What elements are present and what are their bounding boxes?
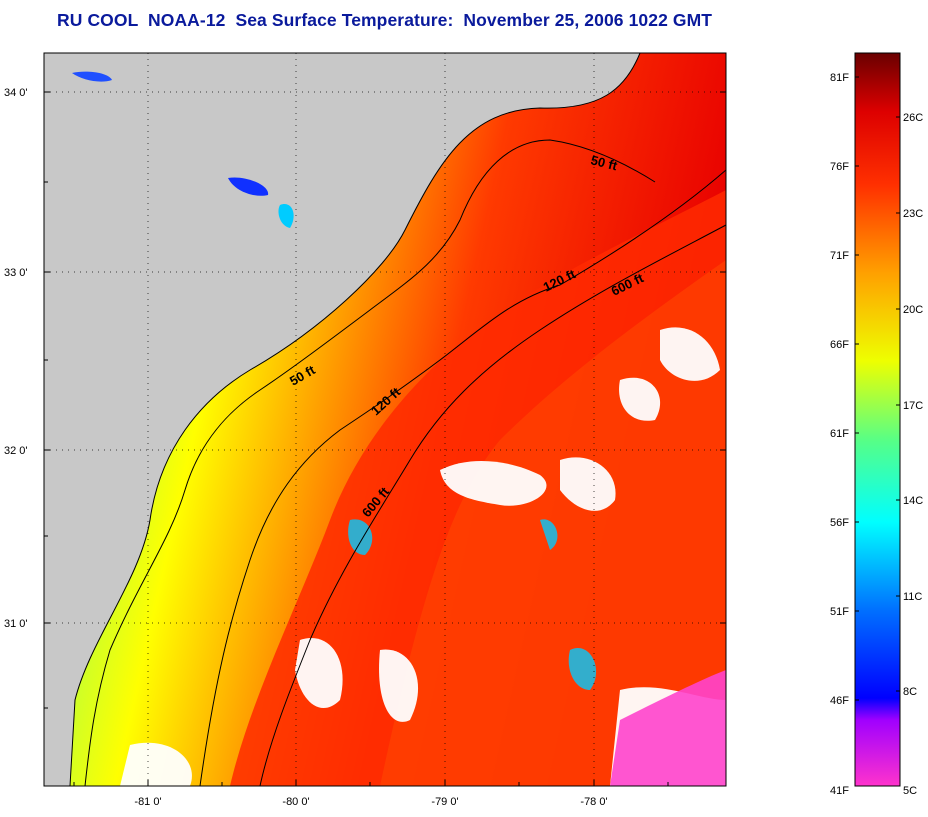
colorbar-f-label: 56F xyxy=(830,517,849,529)
lon-label: -79 0' xyxy=(431,796,458,808)
colorbar xyxy=(854,52,901,787)
lat-label: 34 0' xyxy=(4,87,28,99)
colorbar-f-label: 51F xyxy=(830,606,849,618)
lat-label: 32 0' xyxy=(4,445,28,457)
colorbar-f-label: 66F xyxy=(830,339,849,351)
sst-image xyxy=(44,53,726,786)
map-title: RU COOL NOAA-12 Sea Surface Temperature:… xyxy=(57,10,713,30)
contour-50ft-line xyxy=(84,139,656,786)
land-area xyxy=(44,53,641,786)
graticule xyxy=(44,53,726,786)
colorbar-f-label: 81F xyxy=(830,72,849,84)
colorbar-c-label: 11C xyxy=(903,591,922,603)
lon-label: -81 0' xyxy=(134,796,161,808)
contour-600ft-line xyxy=(259,224,726,786)
colorbar-c-label: 23C xyxy=(903,208,923,220)
lat-label: 31 0' xyxy=(4,618,28,630)
colorbar-f-label: 46F xyxy=(830,695,849,707)
lat-label: 33 0' xyxy=(4,267,28,279)
colorbar-f-label: 76F xyxy=(830,161,849,173)
colorbar-c-label: 20C xyxy=(903,304,923,316)
lon-label: -78 0' xyxy=(580,796,607,808)
colorbar-c-label: 5C xyxy=(903,785,917,797)
lon-label: -80 0' xyxy=(282,796,309,808)
colorbar-f-label: 61F xyxy=(830,428,849,440)
colorbar-c-label: 17C xyxy=(903,400,923,412)
colorbar-c-label: 14C xyxy=(903,495,923,507)
colorbar-c-label: 26C xyxy=(903,112,923,124)
colorbar-f-label: 71F xyxy=(830,250,849,262)
contour-120ft-line xyxy=(199,169,726,786)
colorbar-c-label: 8C xyxy=(903,686,917,698)
contour-label-50ft: 50 ft xyxy=(589,152,619,173)
colorbar-f-label: 41F xyxy=(830,785,849,797)
